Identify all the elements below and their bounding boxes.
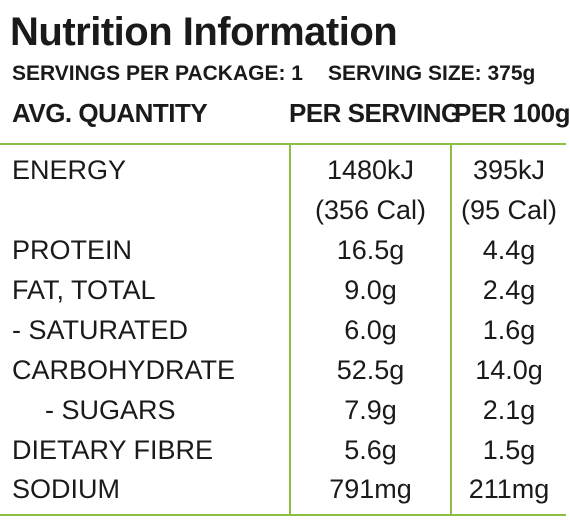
table-row-fat-total: FAT, TOTAL 9.0g 2.4g [0,270,570,310]
column-divider-100g [450,145,452,514]
row-per-100g: 211mg [468,474,550,504]
row-per-100g: (95 Cal) [460,195,558,225]
column-divider-serving [289,145,291,514]
panel-title: Nutrition Information [10,10,398,54]
row-per-100g: 1.5g [482,435,536,465]
serving-size: SERVING SIZE: 375g [328,62,536,85]
row-per-100g: 14.0g [475,355,543,385]
row-per-serving: 1480kJ [326,155,415,185]
row-per-serving: 52.5g [336,355,405,385]
header-per-100g: PER 100g [454,98,570,128]
row-per-serving: 791mg [329,474,412,504]
row-per-serving: 7.9g [344,395,397,425]
table-row-energy: ENERGY 1480kJ 395kJ [0,150,570,190]
row-per-100g: 2.1g [482,395,536,425]
bottom-divider [0,514,566,516]
row-per-serving: 5.6g [344,435,397,465]
table-row-saturated: - SATURATED 6.0g 1.6g [0,310,570,350]
table-row-sugars: - SUGARS 7.9g 2.1g [0,390,570,430]
row-per-serving: (356 Cal) [314,195,427,225]
row-per-serving: 9.0g [344,275,397,305]
row-label: CARBOHYDRATE [12,355,236,385]
header-divider [0,143,566,145]
row-label: ENERGY [12,155,127,185]
row-label: PROTEIN [12,235,133,265]
row-per-100g: 4.4g [482,235,536,265]
row-label: - SUGARS [45,395,176,425]
header-avg-quantity: AVG. QUANTITY [12,98,208,128]
row-per-serving: 6.0g [344,315,397,345]
row-per-100g: 1.6g [482,315,536,345]
row-label: DIETARY FIBRE [12,435,214,465]
row-per-100g: 395kJ [472,155,546,185]
row-label: - SATURATED [12,315,189,345]
table-row-sodium: SODIUM 791mg 211mg [0,469,570,509]
header-per-serving: PER SERVING [289,98,461,128]
row-per-serving: 16.5g [336,235,405,265]
table-row-energy-cal: (356 Cal) (95 Cal) [0,190,570,230]
table-row-protein: PROTEIN 16.5g 4.4g [0,230,570,270]
row-label: SODIUM [12,474,120,504]
table-row-carbohydrate: CARBOHYDRATE 52.5g 14.0g [0,350,570,390]
servings-per-package: SERVINGS PER PACKAGE: 1 [12,62,303,85]
row-label: FAT, TOTAL [12,275,156,305]
table-row-dietary-fibre: DIETARY FIBRE 5.6g 1.5g [0,430,570,470]
row-per-100g: 2.4g [482,275,536,305]
